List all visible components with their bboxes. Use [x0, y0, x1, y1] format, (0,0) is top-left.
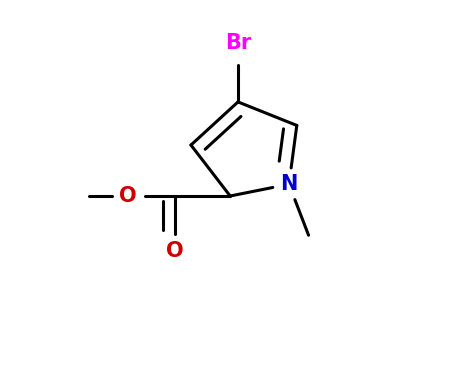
Text: O: O [119, 186, 137, 206]
Text: O: O [167, 241, 184, 261]
Text: N: N [280, 174, 298, 194]
Text: Br: Br [225, 33, 251, 53]
